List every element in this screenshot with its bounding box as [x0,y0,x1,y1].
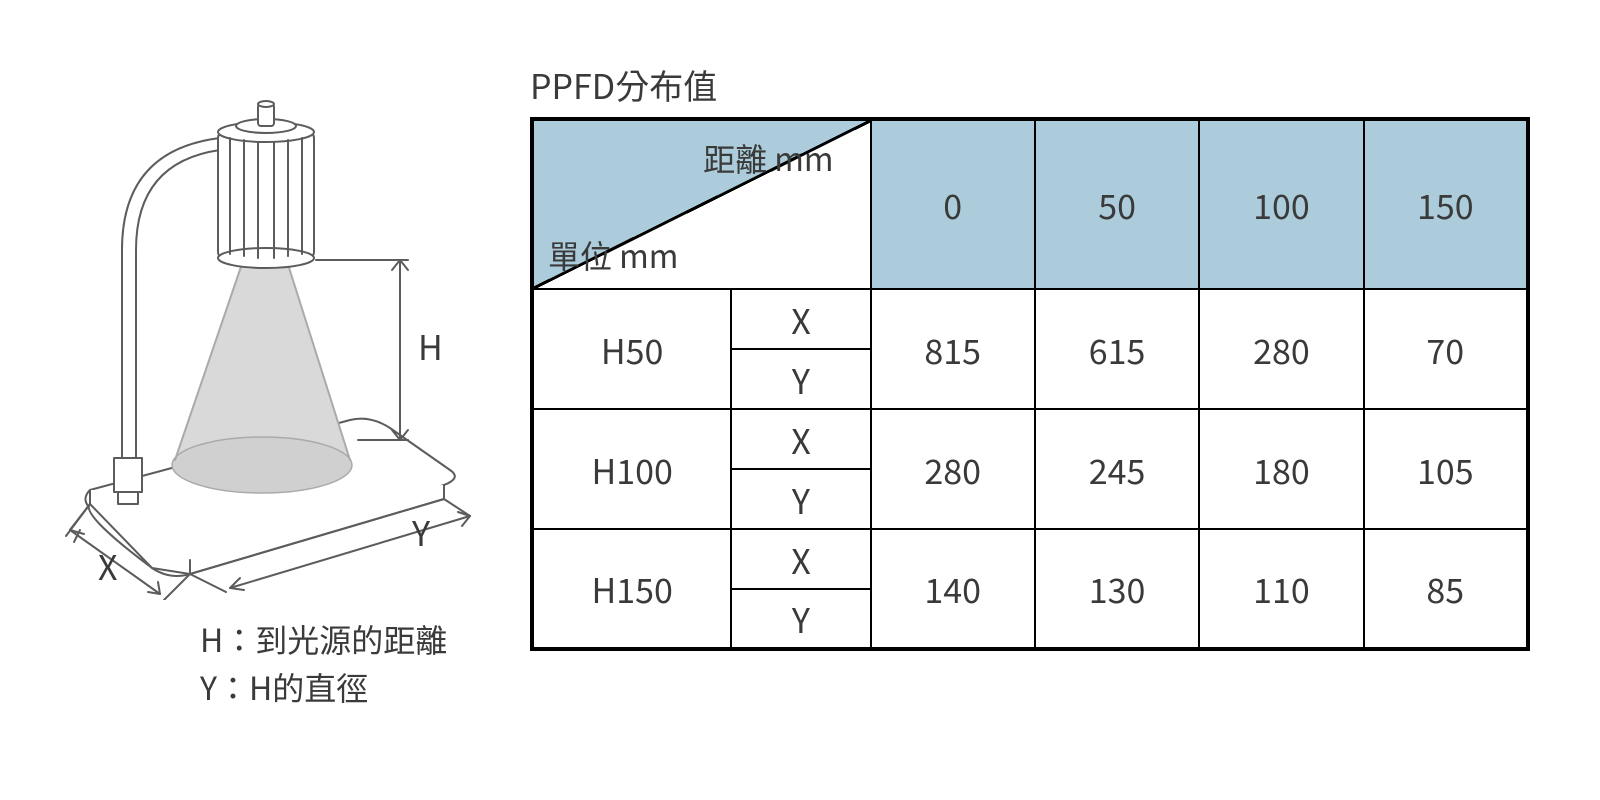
diagram-panel: H X Y H：到光源的距離 Y：H的直徑 [0,0,530,800]
diagonal-bottom-label: 單位 mm [548,232,678,278]
diagram-label-x: X [98,541,117,590]
axis-label: Y [731,469,870,529]
ppfd-table: 距離 mm 單位 mm 0 50 100 150 H50 X 815 615 2… [530,117,1530,651]
table-cell: 70 [1364,289,1528,409]
table-cell: 85 [1364,529,1528,649]
table-cell: 815 [871,289,1035,409]
col-header: 150 [1364,119,1528,289]
table-cell: 130 [1035,529,1199,649]
table-cell: 245 [1035,409,1199,529]
table-cell: 280 [1199,289,1363,409]
col-header: 100 [1199,119,1363,289]
row-label: H50 [532,289,731,409]
diagram-label-h: H [418,321,443,370]
axis-label: X [731,409,870,469]
table-panel: PPFD分布值 距離 mm 單位 mm 0 50 100 150 H50 X 8… [530,0,1600,800]
col-header: 50 [1035,119,1199,289]
table-diagonal-header: 距離 mm 單位 mm [532,119,871,289]
axis-label: X [731,529,870,589]
table-cell: 110 [1199,529,1363,649]
diagram-legend: H：到光源的距離 Y：H的直徑 [200,615,500,711]
diagonal-top-label: 距離 mm [703,135,833,181]
table-cell: 140 [871,529,1035,649]
diagram-label-y: Y [411,507,431,556]
table-cell: 280 [871,409,1035,529]
table-cell: 615 [1035,289,1199,409]
axis-label: X [731,289,870,349]
light-diagram: H X Y [30,60,490,600]
axis-label: Y [731,589,870,649]
table-title: PPFD分布值 [530,60,1540,109]
legend-line-h: H：到光源的距離 [200,615,500,663]
col-header: 0 [871,119,1035,289]
axis-label: Y [731,349,870,409]
table-cell: 180 [1199,409,1363,529]
row-label: H100 [532,409,731,529]
table-cell: 105 [1364,409,1528,529]
legend-line-y: Y：H的直徑 [200,663,500,711]
row-label: H150 [532,529,731,649]
